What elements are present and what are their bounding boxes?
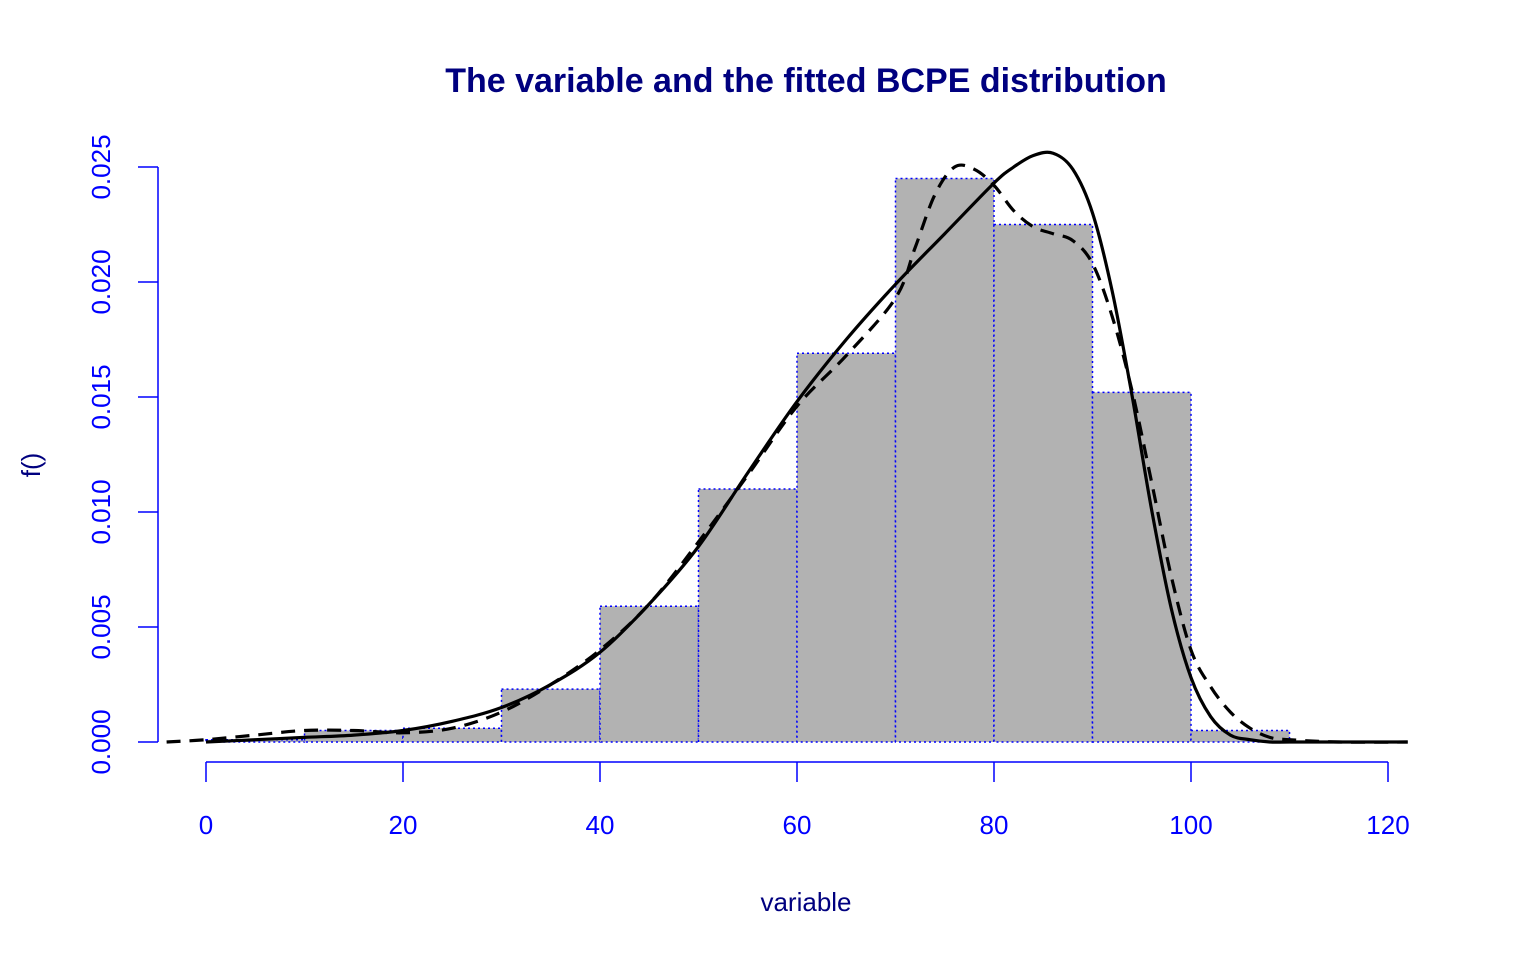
density-curves: [166, 150, 1408, 744]
chart-title: The variable and the fitted BCPE distrib…: [445, 62, 1167, 100]
x-tick-label: 60: [783, 810, 812, 840]
x-tick-label: 0: [199, 810, 213, 840]
y-tick-label: 0.010: [86, 479, 116, 544]
y-tick-label: 0.025: [86, 134, 116, 199]
x-tick-label: 120: [1366, 810, 1409, 840]
x-axis-label: variable: [760, 887, 851, 917]
y-axis-label: f(): [16, 453, 46, 478]
x-axis: 0 20 40 60 80 100 120: [199, 761, 1410, 840]
x-tick-label: 20: [389, 810, 418, 840]
histogram-bar: [500, 688, 601, 743]
y-tick-label: 0.000: [86, 709, 116, 774]
histogram-bar: [894, 177, 995, 743]
y-axis: 0.000 0.005 0.010 0.015 0.020 0.025: [86, 134, 159, 775]
x-tick-label: 100: [1169, 810, 1212, 840]
histogram-bar: [402, 727, 503, 743]
solid-density-curve: [205, 150, 1408, 744]
histogram-bars: [205, 177, 1291, 743]
y-tick-label: 0.005: [86, 594, 116, 659]
histogram-bar: [1190, 729, 1291, 743]
histogram-bar: [993, 223, 1094, 743]
histogram-bar: [599, 605, 700, 743]
histogram-bar: [697, 488, 798, 743]
y-tick-label: 0.015: [86, 364, 116, 429]
x-tick-label: 40: [586, 810, 615, 840]
y-tick-label: 0.020: [86, 249, 116, 314]
dashed-density-curve: [166, 163, 1408, 744]
x-tick-label: 80: [980, 810, 1009, 840]
histogram-bar: [796, 352, 897, 743]
